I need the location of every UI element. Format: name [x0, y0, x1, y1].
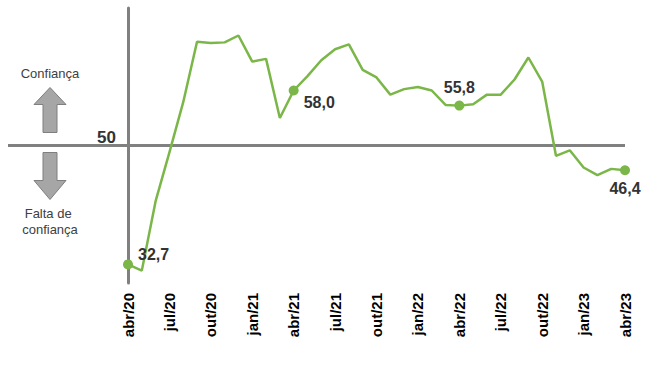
svg-text:58,0: 58,0 — [304, 94, 335, 111]
svg-text:abr/22: abr/22 — [451, 293, 468, 337]
svg-text:jan/21: jan/21 — [244, 293, 261, 337]
svg-text:abr/20: abr/20 — [120, 293, 137, 337]
svg-text:jul/20: jul/20 — [161, 293, 178, 332]
svg-text:55,8: 55,8 — [444, 79, 475, 96]
svg-text:out/20: out/20 — [202, 293, 219, 337]
svg-text:confiança: confiança — [22, 222, 78, 237]
svg-text:jan/23: jan/23 — [575, 293, 592, 337]
svg-text:jan/22: jan/22 — [409, 293, 426, 337]
svg-text:32,7: 32,7 — [138, 246, 169, 263]
svg-text:Confiança: Confiança — [21, 66, 80, 81]
svg-text:46,4: 46,4 — [609, 180, 640, 197]
svg-text:abr/23: abr/23 — [617, 293, 634, 337]
svg-text:out/22: out/22 — [534, 293, 551, 337]
svg-text:jul/21: jul/21 — [327, 293, 344, 332]
svg-text:jul/22: jul/22 — [492, 293, 509, 332]
svg-text:50: 50 — [97, 128, 116, 147]
svg-text:out/21: out/21 — [368, 293, 385, 337]
svg-text:Falta de: Falta de — [25, 206, 76, 221]
svg-text:abr/21: abr/21 — [285, 293, 302, 337]
